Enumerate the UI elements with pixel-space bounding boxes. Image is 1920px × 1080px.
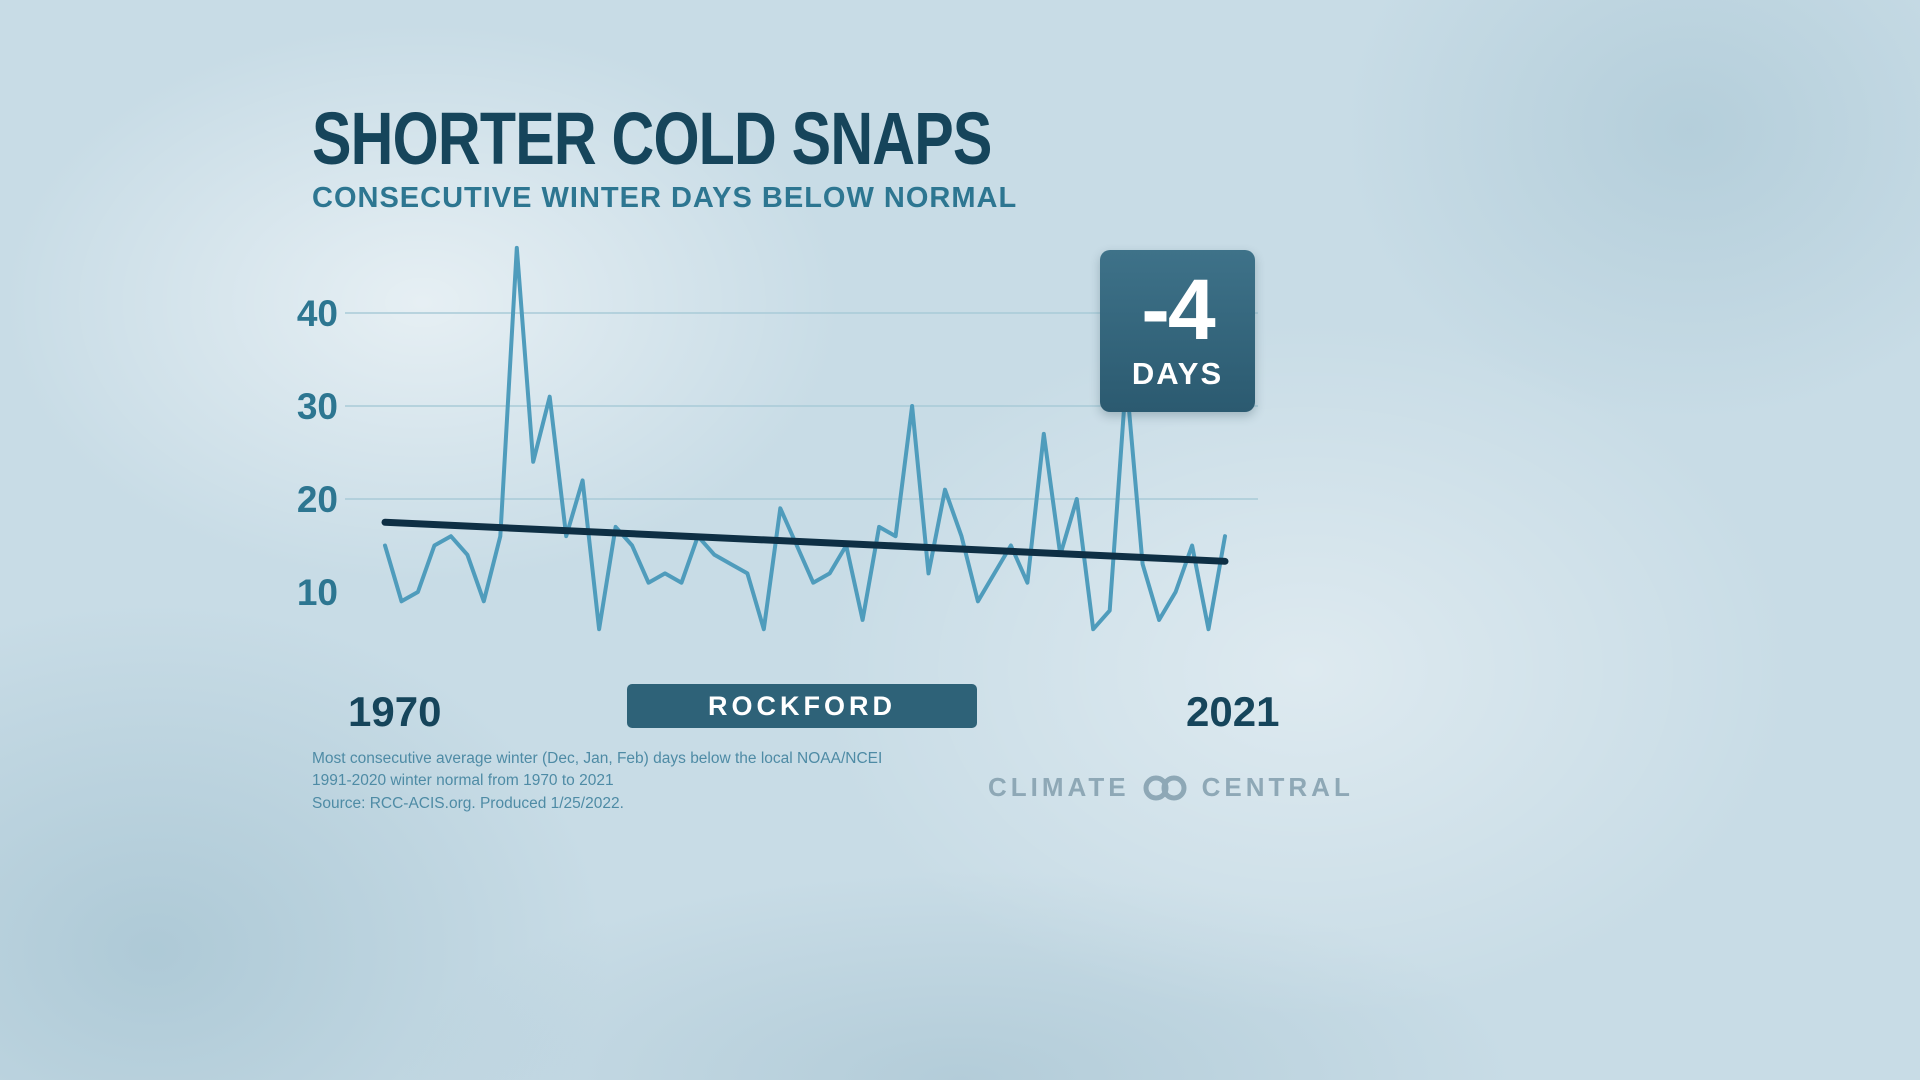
svg-text:20: 20 xyxy=(297,479,338,520)
interlocking-rings-icon xyxy=(1140,774,1192,802)
page-title: SHORTER COLD SNAPS xyxy=(312,97,992,180)
footnote-line-2: 1991-2020 winter normal from 1970 to 202… xyxy=(312,772,614,790)
svg-text:10: 10 xyxy=(297,572,338,613)
chart-subtitle: CONSECUTIVE WINTER DAYS BELOW NORMAL xyxy=(312,182,1018,214)
footnote-line-3: Source: RCC-ACIS.org. Produced 1/25/2022… xyxy=(312,794,624,812)
logo-text-right: CENTRAL xyxy=(1201,772,1354,802)
svg-text:40: 40 xyxy=(297,293,338,334)
location-label: ROCKFORD xyxy=(627,684,977,728)
x-axis-end-label: 2021 xyxy=(1186,688,1280,735)
svg-text:30: 30 xyxy=(297,386,338,427)
source-footnote: Most consecutive average winter (Dec, Ja… xyxy=(312,748,882,815)
logo-text-left: CLIMATE xyxy=(988,772,1130,802)
badge-value: -4 xyxy=(1141,262,1215,359)
trend-change-badge: -4 DAYS xyxy=(1100,250,1255,412)
badge-unit: DAYS xyxy=(1131,355,1224,391)
x-axis-start-label: 1970 xyxy=(348,688,442,735)
footnote-line-1: Most consecutive average winter (Dec, Ja… xyxy=(312,750,883,767)
climate-central-logo: CLIMATE CENTRAL xyxy=(988,772,1350,803)
